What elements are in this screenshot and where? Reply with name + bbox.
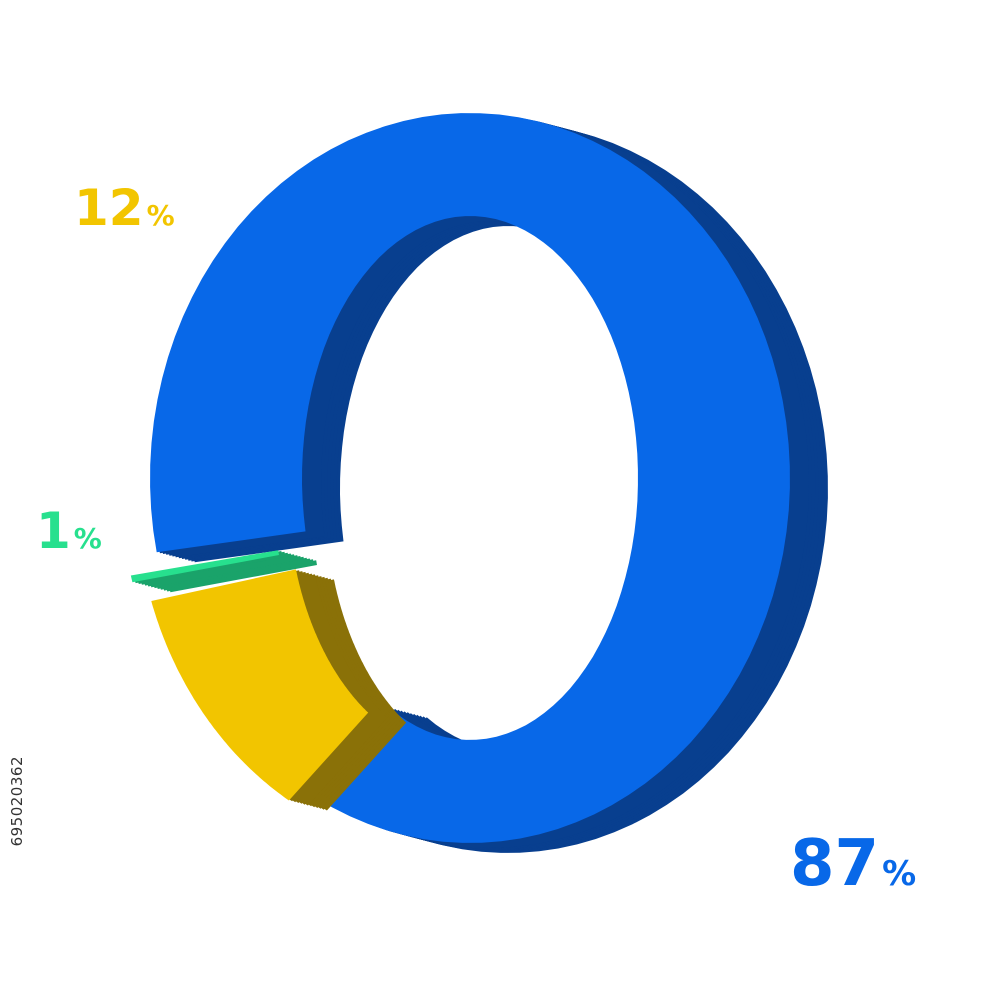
slice-face xyxy=(150,113,790,843)
slice-label-2: 12% xyxy=(74,179,175,237)
label-percent: % xyxy=(882,854,916,894)
label-percent: % xyxy=(74,522,102,555)
slice-1 xyxy=(150,113,828,853)
slice-label-3: 1% xyxy=(36,502,102,560)
slice-3 xyxy=(130,550,317,593)
slice-face xyxy=(130,550,279,583)
label-number: 12 xyxy=(74,179,144,237)
label-percent: % xyxy=(147,199,175,232)
slice-label-1: 87% xyxy=(790,827,916,901)
slice-depth xyxy=(149,555,298,588)
stock-id: 695020362 xyxy=(8,756,26,847)
label-number: 87 xyxy=(790,827,879,901)
slice-face xyxy=(151,569,369,801)
slice-2 xyxy=(151,569,407,811)
label-number: 1 xyxy=(36,502,71,560)
